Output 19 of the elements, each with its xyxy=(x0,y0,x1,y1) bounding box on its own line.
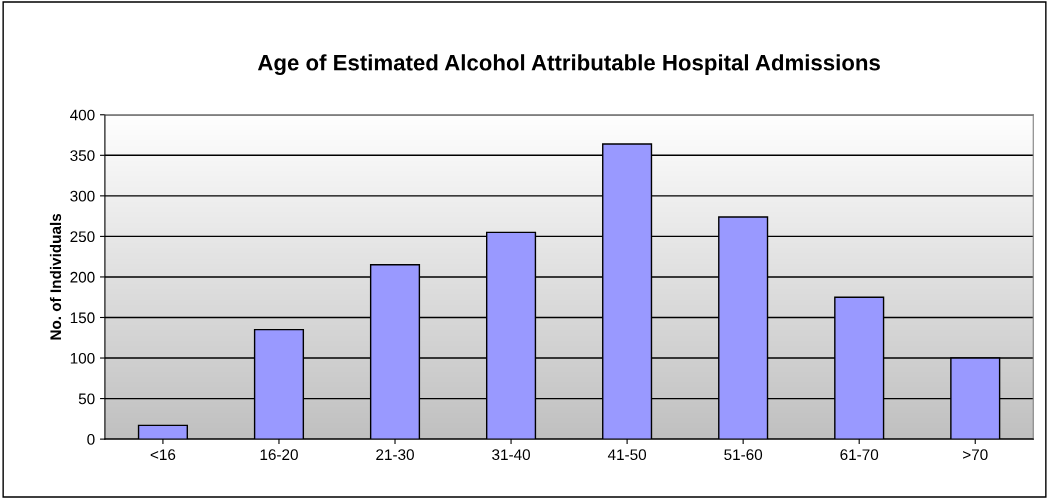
x-tick-label: 51-60 xyxy=(724,449,763,461)
y-tick-label: 400 xyxy=(70,109,95,121)
y-tick-label: 0 xyxy=(87,433,95,445)
x-tick-label: 21-30 xyxy=(376,449,414,461)
x-tick-label: >70 xyxy=(963,449,988,461)
y-tick-label: 50 xyxy=(78,393,95,405)
y-tick-label: 200 xyxy=(70,271,95,283)
x-tick-label: 31-40 xyxy=(492,449,530,461)
x-tick-label: 41-50 xyxy=(607,449,647,461)
y-axis-title: No. of Individuals xyxy=(49,213,62,340)
y-tick-label: 150 xyxy=(70,312,95,324)
y-tick-label: 100 xyxy=(70,352,95,364)
y-tick-label: 300 xyxy=(70,190,95,202)
y-tick-label: 350 xyxy=(70,150,95,161)
x-tick-label: 61-70 xyxy=(840,449,879,461)
x-tick-label: 16-20 xyxy=(260,449,298,461)
y-tick-label: 250 xyxy=(70,231,95,243)
chart-title: Age of Estimated Alcohol Attributable Hospital Admissions xyxy=(257,54,880,76)
x-tick-label: <16 xyxy=(150,449,176,461)
